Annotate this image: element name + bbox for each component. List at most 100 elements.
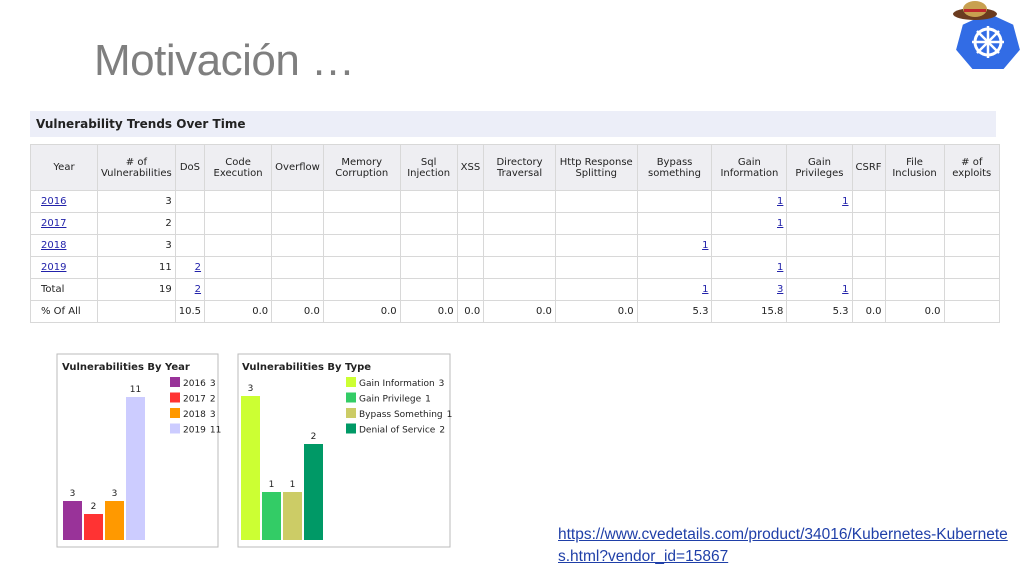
bar: [283, 492, 302, 540]
header-cell: # of exploits: [943, 144, 1001, 191]
legend-swatch: [170, 377, 180, 387]
table-row: 2016 3 1 1: [30, 190, 1001, 213]
cell-link[interactable]: 2017: [41, 218, 67, 229]
slide-title: Motivación …: [94, 36, 355, 85]
chart-title: Vulnerabilities By Type: [242, 362, 371, 373]
cell-link[interactable]: 2018: [41, 240, 67, 251]
header-cell: # of Vulnerabilities: [97, 144, 176, 191]
legend-category: Gain Privilege: [359, 395, 422, 405]
cell-text: 2: [165, 218, 172, 229]
cell-text: 15.8: [761, 306, 784, 317]
header-cell: Code Execution: [204, 144, 273, 191]
bar-label: 1: [290, 480, 296, 490]
legend-entry: Gain Privilege 1: [359, 395, 431, 405]
cell-text: % Of All: [41, 306, 81, 317]
legend-value: 2: [439, 426, 445, 436]
bar-label: 11: [130, 385, 141, 395]
legend-value: 2: [210, 395, 216, 405]
legend-category: Denial of Service: [359, 426, 436, 436]
cell-text: 0.0: [380, 306, 397, 317]
legend-value: 3: [210, 379, 216, 389]
legend-swatch: [170, 408, 180, 418]
cell-link[interactable]: 3: [777, 284, 784, 295]
legend-category: Bypass Something: [359, 410, 443, 420]
legend-entry: Gain Information 3: [359, 379, 444, 389]
legend-value: 3: [210, 410, 216, 420]
legend-value: 1: [447, 410, 453, 420]
bar: [63, 501, 82, 540]
bar-label: 2: [91, 502, 97, 512]
legend-swatch: [170, 392, 180, 403]
cell-text: 0.0: [924, 306, 941, 317]
table-row: Total 19 2 1 3 1: [30, 278, 1001, 301]
cell-link[interactable]: 1: [702, 240, 709, 251]
legend-category: 2019: [183, 426, 206, 436]
header-cell: Gain Information: [711, 144, 788, 191]
bar-label: 3: [112, 489, 118, 499]
cell-text: 10.5: [178, 306, 202, 317]
cell-text: 3: [165, 196, 172, 207]
cell-link[interactable]: 1: [777, 218, 784, 229]
header-cell: Directory Traversal: [483, 144, 556, 191]
legend-entry: 2016 3: [183, 379, 216, 389]
cell-link[interactable]: 2: [194, 284, 202, 295]
cell-link[interactable]: 1: [842, 196, 849, 207]
chart-title: Vulnerabilities By Year: [62, 362, 190, 373]
bar: [241, 396, 260, 540]
table-cell: 10.5: [174, 300, 206, 323]
bar: [304, 444, 323, 540]
header-cell: File Inclusion: [884, 144, 945, 191]
header-cell: Year: [30, 144, 98, 191]
header-cell: Sql Injection: [399, 144, 458, 191]
legend-swatch: [170, 423, 180, 434]
cell-text: Total: [41, 284, 65, 295]
table-cell: [943, 300, 1001, 323]
legend-category: Gain Information: [359, 379, 435, 389]
header-cell: DoS: [174, 144, 206, 191]
cell-link[interactable]: 1: [842, 284, 849, 295]
header-cell: CSRF: [851, 144, 886, 191]
table-caption: Vulnerability Trends Over Time: [30, 111, 996, 137]
legend-entry: Bypass Something 1: [359, 410, 452, 420]
legend-swatch: [346, 392, 356, 403]
cell-link[interactable]: 1: [777, 262, 784, 273]
legend-category: 2018: [183, 410, 206, 420]
source-link[interactable]: https://www.cvedetails.com/product/34016…: [558, 526, 1008, 565]
legend-value: 11: [210, 426, 221, 436]
cell-link[interactable]: 2019: [41, 262, 67, 273]
cell-link[interactable]: 2: [194, 262, 202, 273]
bar: [262, 492, 281, 540]
header-cell: Http Response Splitting: [554, 144, 638, 191]
header-cell: XSS: [456, 144, 485, 191]
cell-text: 0.0: [252, 306, 269, 317]
bar: [126, 397, 145, 540]
bar-label: 3: [248, 384, 254, 394]
table-row: 2019 11 2 1: [30, 256, 1001, 279]
legend-swatch: [346, 377, 356, 387]
table-row: % Of All 10.5 0.0 0.0 0.0 0.0 0.0 0.0 0.0 5.3 15.8…: [30, 300, 1001, 323]
cell-text: 0.0: [535, 306, 552, 317]
cell-text: 3: [165, 240, 172, 251]
cell-text: 0.0: [303, 306, 320, 317]
header-cell: Bypass something: [636, 144, 713, 191]
cell-text: 0.0: [437, 306, 454, 317]
cell-link[interactable]: 1: [702, 284, 709, 295]
legend-category: 2017: [183, 395, 206, 405]
logo: [953, 1, 1023, 71]
cell-link[interactable]: 1: [777, 196, 784, 207]
legend-swatch: [346, 423, 356, 434]
table-cell: % Of All: [30, 300, 98, 323]
legend-entry: 2017 2: [183, 395, 216, 405]
cell-text: 19: [159, 284, 172, 295]
legend-entry: 2018 3: [183, 410, 216, 420]
cell-link[interactable]: 2016: [41, 196, 67, 207]
bar: [84, 514, 103, 540]
bar-label: 2: [311, 432, 317, 442]
cell-text: 5.3: [832, 306, 849, 317]
cell-text: 11: [159, 262, 172, 273]
bar-label: 1: [269, 480, 275, 490]
table-cell: 0.0: [851, 300, 886, 323]
bar-label: 3: [70, 489, 76, 499]
